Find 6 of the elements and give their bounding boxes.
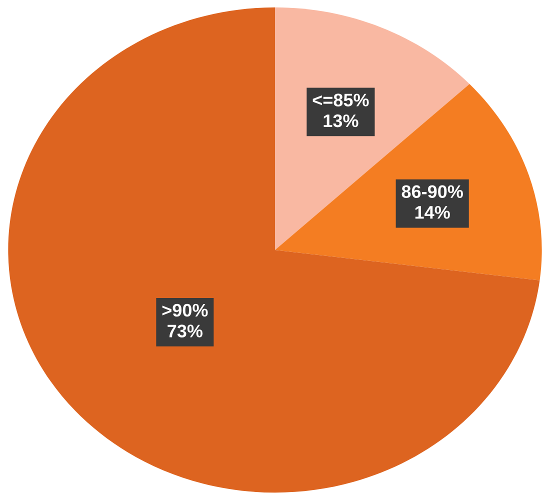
slice-label: >90% bbox=[162, 304, 208, 317]
data-label: 13% bbox=[324, 114, 358, 128]
data-label: 73% bbox=[168, 324, 203, 338]
slice-label: <=85% bbox=[312, 94, 369, 106]
slice-label: 86-90% bbox=[402, 185, 463, 198]
data-label: 14% bbox=[415, 206, 450, 219]
